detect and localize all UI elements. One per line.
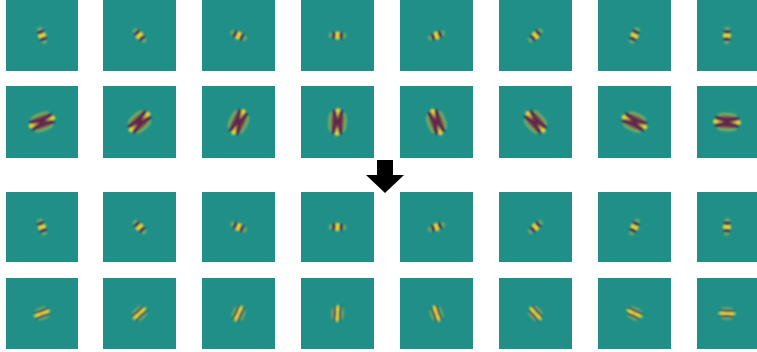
gabor-filter-tile — [598, 278, 671, 349]
gabor-filter-tile — [697, 192, 757, 262]
gabor-filter-tile — [301, 86, 374, 158]
gabor-filter-tile — [202, 278, 275, 349]
gabor-filter-tile — [6, 0, 78, 71]
gabor-filter-tile — [598, 192, 671, 262]
gabor-filter-tile — [103, 86, 176, 158]
gabor-filter-tile — [598, 0, 671, 71]
gabor-filter-tile — [697, 0, 757, 71]
gabor-filter-tile — [103, 192, 176, 262]
gabor-filter-tile — [400, 278, 473, 349]
down-arrow-icon — [366, 160, 404, 193]
gabor-filter-tile — [6, 86, 78, 158]
gabor-filter-tile — [499, 192, 572, 262]
gabor-filter-tile — [400, 0, 473, 71]
gabor-filter-tile — [103, 0, 176, 71]
gabor-filter-tile — [202, 192, 275, 262]
gabor-filter-tile — [202, 86, 275, 158]
gabor-filter-tile — [6, 192, 78, 262]
gabor-filter-tile — [301, 0, 374, 71]
gabor-filter-tile — [499, 278, 572, 349]
gabor-filter-tile — [400, 192, 473, 262]
gabor-filter-tile — [202, 0, 275, 71]
gabor-filter-tile — [6, 278, 78, 349]
gabor-filter-tile — [301, 192, 374, 262]
gabor-filter-tile — [697, 278, 757, 349]
gabor-filter-tile — [499, 86, 572, 158]
gabor-filter-tile — [301, 278, 374, 349]
gabor-filter-tile — [103, 278, 176, 349]
gabor-filter-tile — [400, 86, 473, 158]
gabor-filter-tile — [697, 86, 757, 158]
gabor-filter-tile — [499, 0, 572, 71]
gabor-filter-tile — [598, 86, 671, 158]
